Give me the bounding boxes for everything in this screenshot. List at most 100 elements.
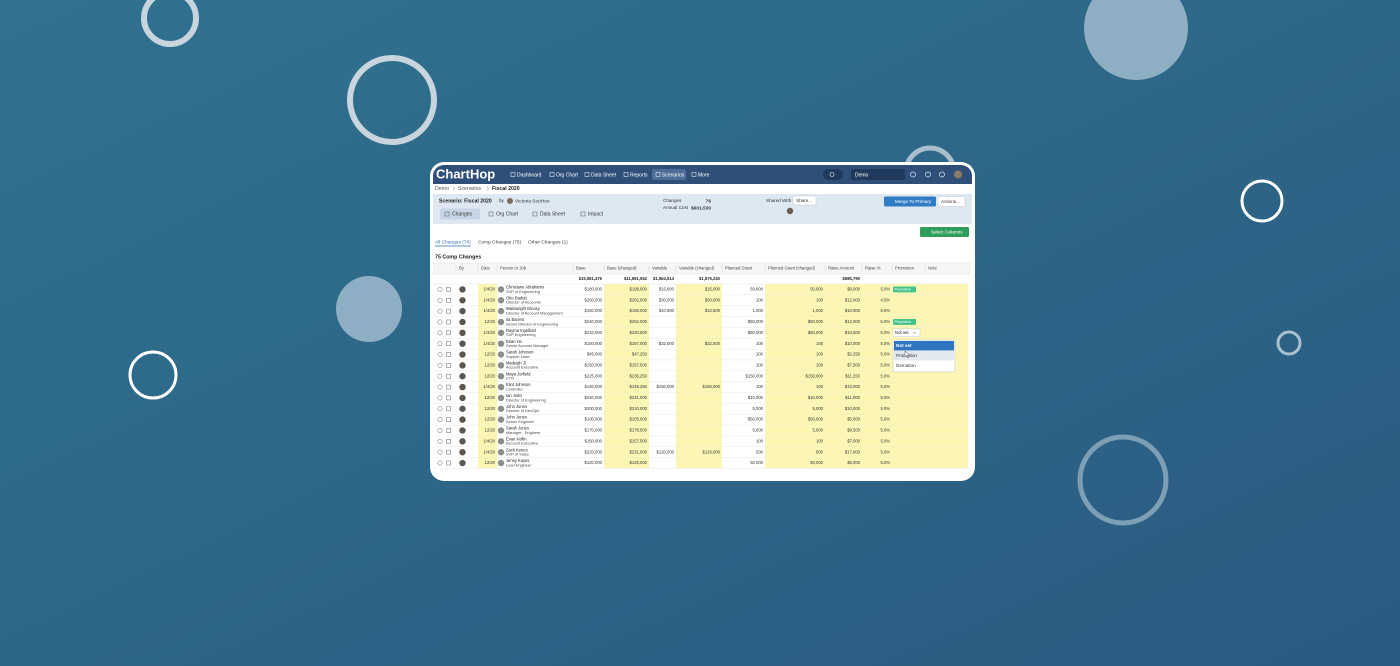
row-menu[interactable] bbox=[446, 406, 451, 412]
person-name[interactable]: Jenny Kayes bbox=[506, 458, 529, 463]
search[interactable] bbox=[823, 169, 843, 180]
person-name[interactable]: Eliot Johnson bbox=[506, 382, 531, 387]
row-action[interactable] bbox=[437, 319, 443, 325]
nav-item[interactable]: Reports bbox=[630, 172, 648, 178]
row-menu[interactable] bbox=[446, 384, 451, 390]
column-header[interactable]: Variable bbox=[652, 266, 668, 271]
changed-cell bbox=[892, 392, 925, 404]
nav-item[interactable]: More bbox=[698, 172, 710, 178]
row-menu[interactable] bbox=[446, 460, 451, 466]
column-header[interactable]: Base bbox=[576, 266, 586, 271]
select-columns-bg[interactable] bbox=[920, 227, 969, 237]
row-action[interactable] bbox=[437, 438, 443, 444]
tab[interactable]: Impact bbox=[588, 211, 604, 217]
row-action[interactable] bbox=[437, 373, 443, 379]
breadcrumb[interactable]: Demo bbox=[435, 186, 449, 192]
cell: $30,000 bbox=[705, 297, 721, 302]
row-menu[interactable] bbox=[446, 341, 451, 346]
row-menu[interactable] bbox=[446, 373, 451, 379]
person-name[interactable]: Christiane Abrahams bbox=[506, 285, 544, 290]
column-header[interactable]: By bbox=[459, 266, 465, 271]
tab[interactable]: Data Sheet bbox=[540, 211, 566, 217]
dropdown-option[interactable]: Demotion bbox=[896, 363, 916, 368]
row-menu[interactable] bbox=[446, 449, 451, 455]
promotion-select[interactable] bbox=[892, 328, 921, 337]
column-header[interactable]: Base (changed) bbox=[607, 266, 637, 271]
promotion-value[interactable]: Not set bbox=[895, 330, 909, 335]
nav-button[interactable] bbox=[910, 171, 916, 178]
row-action[interactable] bbox=[437, 417, 443, 423]
row-action[interactable] bbox=[437, 330, 443, 336]
actions-button-bg[interactable] bbox=[937, 196, 966, 207]
row-menu[interactable] bbox=[446, 417, 451, 422]
row-action[interactable] bbox=[437, 352, 443, 357]
row-menu[interactable] bbox=[446, 319, 451, 325]
person-name[interactable]: Zack Kenes bbox=[506, 447, 528, 452]
workspace-select[interactable] bbox=[851, 169, 905, 180]
merge-button-bg[interactable] bbox=[884, 196, 936, 207]
person-name[interactable]: Ian Jinks bbox=[506, 393, 522, 398]
subtab[interactable]: Comp Changes (75) bbox=[478, 239, 522, 245]
column-header[interactable]: Promotion bbox=[895, 266, 915, 271]
row-menu[interactable] bbox=[446, 395, 451, 401]
person-name[interactable]: Maya Jorfield bbox=[506, 371, 531, 376]
person-name[interactable]: Sarah Jones bbox=[506, 426, 529, 431]
column-header[interactable]: Planned Grant bbox=[725, 266, 753, 271]
nav-item[interactable]: Org Chart bbox=[556, 172, 579, 178]
tab[interactable]: Changes bbox=[452, 211, 473, 217]
column-header[interactable]: Raise % bbox=[865, 266, 881, 271]
row-action[interactable] bbox=[437, 449, 443, 455]
row-menu[interactable] bbox=[446, 363, 451, 368]
row-menu[interactable] bbox=[446, 308, 451, 314]
row-menu[interactable] bbox=[446, 330, 451, 336]
actions-button[interactable]: Actions... bbox=[941, 199, 960, 204]
tab[interactable]: Org Chart bbox=[496, 211, 519, 217]
cell: 100 bbox=[756, 341, 764, 346]
row-action[interactable] bbox=[437, 362, 443, 368]
row-action[interactable] bbox=[437, 395, 443, 401]
column-header[interactable]: Variable (changed) bbox=[679, 266, 715, 271]
subtab[interactable]: Other Changes (1) bbox=[528, 239, 568, 245]
row-action[interactable] bbox=[437, 406, 443, 412]
person-name[interactable]: Otto Badutt bbox=[506, 295, 528, 300]
row-menu[interactable] bbox=[446, 428, 451, 433]
user-avatar[interactable] bbox=[954, 170, 962, 179]
column-header[interactable]: Date bbox=[481, 266, 491, 271]
person-name[interactable]: Madeigh Jl bbox=[506, 360, 526, 365]
row-menu[interactable] bbox=[446, 298, 451, 303]
person-name[interactable]: Brian Ho bbox=[506, 339, 523, 344]
person-name[interactable]: John Jones bbox=[506, 404, 527, 409]
row-action[interactable] bbox=[437, 341, 443, 347]
share-button-bg[interactable] bbox=[792, 195, 817, 206]
row-action[interactable] bbox=[437, 460, 443, 466]
nav-item[interactable]: Scenarios bbox=[662, 172, 685, 178]
row-action[interactable] bbox=[437, 308, 443, 314]
breadcrumb[interactable]: Scenarios bbox=[458, 186, 481, 192]
share-button[interactable]: Share... bbox=[796, 198, 812, 203]
row-menu[interactable] bbox=[446, 439, 451, 444]
row-action[interactable] bbox=[437, 428, 443, 433]
nav-button[interactable] bbox=[939, 171, 945, 178]
person-name[interactable]: John Jones bbox=[506, 415, 527, 420]
nav-item[interactable]: Data Sheet bbox=[591, 172, 617, 178]
row-action[interactable] bbox=[437, 286, 443, 292]
merge-button[interactable]: Merge To Primary bbox=[895, 199, 932, 204]
column-header[interactable]: Person or Job bbox=[500, 266, 527, 271]
row-menu[interactable] bbox=[446, 287, 451, 292]
row-menu[interactable] bbox=[446, 352, 451, 357]
person-name[interactable]: Evan Kellin bbox=[506, 436, 527, 441]
subtab[interactable]: All Changes (76) bbox=[435, 239, 471, 245]
select-columns[interactable]: Select Columns bbox=[931, 229, 963, 234]
person-name[interactable]: Rayma Ingelbart bbox=[506, 328, 537, 333]
person-name[interactable]: Sarah Johnson bbox=[506, 350, 534, 355]
row-action[interactable] bbox=[437, 297, 443, 303]
nav-button[interactable] bbox=[925, 171, 931, 178]
column-header[interactable]: Planned Grant (changed) bbox=[768, 266, 816, 271]
row-action[interactable] bbox=[437, 384, 443, 390]
person-name[interactable]: Wainwright Dinosy bbox=[506, 306, 541, 311]
nav-item[interactable]: Dashboard bbox=[517, 172, 542, 178]
dropdown-option[interactable]: Not set bbox=[896, 343, 912, 348]
column-header[interactable]: Raise Amount bbox=[828, 266, 855, 271]
column-header[interactable]: Note bbox=[928, 266, 938, 271]
person-name[interactable]: Ila Barrett bbox=[506, 317, 525, 322]
